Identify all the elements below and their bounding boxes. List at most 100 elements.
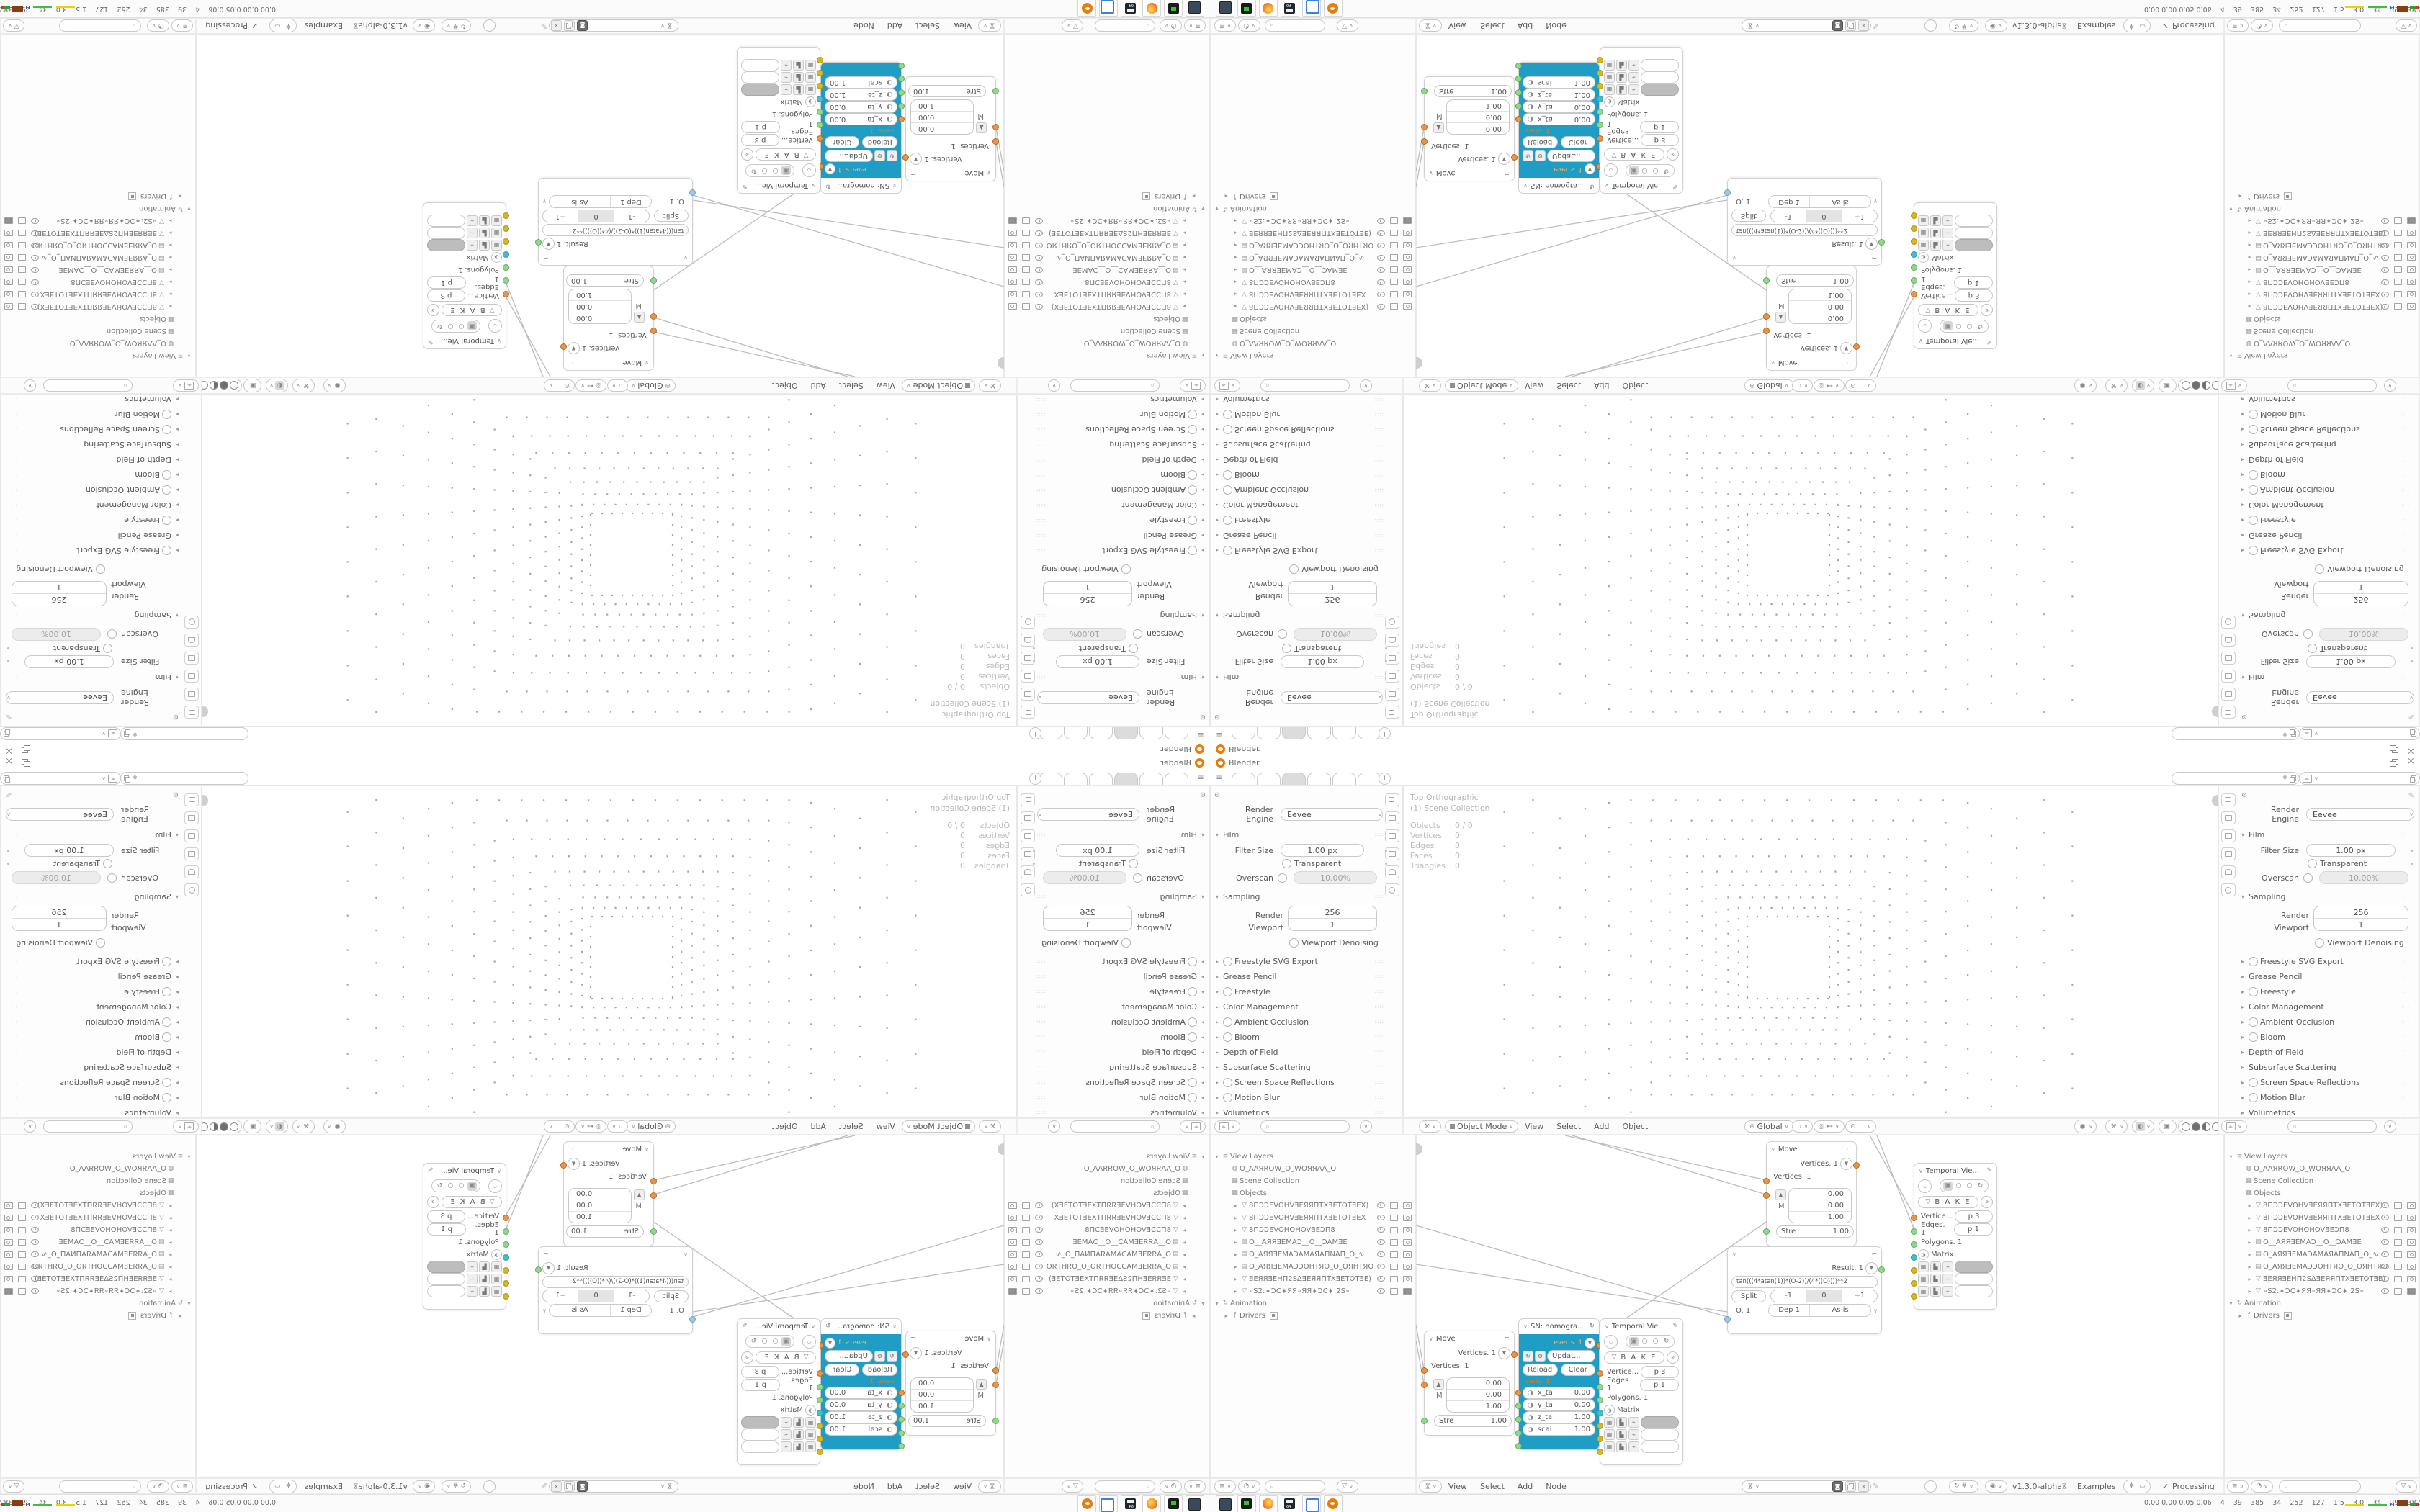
section-grease-pencil[interactable]: ▸ Grease Pencil:::: — [2241, 531, 2410, 541]
proportional-toggle[interactable]: ◉ ∨ — [1985, 19, 2007, 32]
outliner-row[interactable]: ▸ ▽ 8ΠƆƆEVOHVƎEЯЯΠTXƎETOTƎEX) — [3, 301, 193, 312]
close-button[interactable] — [4, 746, 13, 753]
render-visibility-toggle[interactable] — [1403, 279, 1412, 286]
viewport-visibility-toggle[interactable] — [1022, 279, 1030, 286]
socket-or[interactable] — [650, 1192, 657, 1199]
menu-add[interactable]: Add — [1594, 381, 1610, 390]
overlays-toggle[interactable]: ⚒ ∨ — [292, 1120, 315, 1133]
datablock-field-2[interactable]: ∨ — [2299, 772, 2420, 785]
socket-or[interactable] — [902, 154, 909, 161]
workspace-tab[interactable] — [1332, 773, 1356, 785]
hide-eye-toggle[interactable] — [1035, 1215, 1043, 1220]
processing-label[interactable]: Processing — [205, 1481, 248, 1491]
section-color-management[interactable]: ▸ Color Management:::: — [2241, 1002, 2410, 1012]
render-visibility-toggle[interactable] — [2407, 1226, 2416, 1233]
filter-funnel-dropdown[interactable]: ▽ ∨ — [1062, 19, 1083, 32]
mode-dropdown[interactable]: Object Mode ∨ — [1444, 1120, 1519, 1133]
socket-gr[interactable] — [503, 264, 509, 271]
render-visibility-toggle[interactable] — [1008, 1214, 1017, 1221]
datablock-field-2[interactable]: ∨ — [0, 727, 121, 740]
hide-eye-toggle[interactable] — [1377, 279, 1385, 285]
render-visibility-toggle[interactable] — [2407, 242, 2416, 249]
socket-or[interactable] — [1763, 313, 1770, 320]
section-bloom[interactable]: ▸ Bloom:::: — [10, 470, 179, 480]
render-visibility-toggle[interactable] — [1403, 242, 1412, 249]
viewport-visibility-toggle[interactable] — [1022, 303, 1030, 310]
outliner-row[interactable]: ▸ ▽ ƎEЯЯƎEHΠ2SΔƎEЯЯΠTXƎETOTƎE) — [3, 1273, 193, 1284]
filter-funnel-dropdown[interactable]: ▽ ∨ — [3, 19, 24, 32]
hamburger-menu-icon[interactable]: ≡ — [1196, 730, 1204, 740]
bake-button[interactable]: ▽ B A K E — [756, 148, 816, 161]
socket-or[interactable] — [650, 328, 657, 334]
viewport-visibility-toggle[interactable] — [1022, 230, 1030, 237]
tool-circle-1[interactable] — [483, 1480, 496, 1493]
outliner-row[interactable]: ▸ ▤ O_AЯЯƎEMAƆAMAЯAΠNAΠ_O_∿ — [3, 252, 193, 264]
pin-icon[interactable]: ✎ — [2408, 712, 2414, 721]
outliner-row[interactable]: ▸ ▽ ƎEЯЯƎEHΠ2SΔƎEЯЯΠTXƎETOTƎE) — [1007, 1273, 1207, 1284]
reload-button[interactable]: Reload — [862, 136, 897, 149]
outliner-row[interactable]: ▸ ▽ ∘S2:∗ƆC∗ЯЯ∘ЯЯ∗ƆC∗:2S∘ — [3, 1285, 193, 1297]
menu-object[interactable]: Object — [1622, 1122, 1649, 1131]
render-engine-dropdown[interactable]: Eevee ∨ — [6, 691, 114, 704]
proportional-toggle[interactable]: ◉ ∨ — [413, 1480, 435, 1493]
viewport-visibility-toggle[interactable] — [2394, 217, 2402, 225]
outliner-row[interactable]: ▦ Scene Collection — [2227, 325, 2417, 337]
outliner-row[interactable]: ▦ Objects — [2227, 1187, 2417, 1199]
socket-yl[interactable] — [817, 1449, 823, 1455]
hide-eye-toggle[interactable] — [31, 255, 39, 261]
socket-gr[interactable] — [535, 239, 542, 246]
section-subsurface-scattering[interactable]: ▸ Subsurface Scattering:::: — [1216, 1062, 1384, 1072]
tab-tool-icon[interactable] — [1385, 706, 1399, 719]
unlink-icon[interactable]: × — [551, 1480, 562, 1492]
examples-menu[interactable]: Examples — [2077, 21, 2116, 31]
viewport-3d[interactable]: Top Orthographic (1) Scene Collection Ob… — [202, 394, 1017, 727]
transparent-checkbox[interactable] — [2308, 858, 2317, 868]
filter-mode-dropdown[interactable]: ◔ ∨ — [146, 19, 169, 32]
section-freestyle[interactable]: ▸ Freestyle:::: — [1036, 986, 1204, 996]
render-preview-toggle[interactable]: ▣ — [2159, 379, 2177, 392]
snap-toggle[interactable]: ∪ ∨ — [1792, 1120, 1814, 1133]
outliner-row[interactable]: ▦ Scene Collection — [3, 1175, 193, 1187]
hide-eye-toggle[interactable] — [2381, 292, 2389, 297]
pin-icon[interactable]: ✎ — [6, 791, 12, 800]
render-visibility-toggle[interactable] — [4, 230, 13, 237]
outliner-row[interactable]: ▦ Objects — [1007, 1187, 1207, 1199]
copy-icon[interactable] — [2410, 731, 2416, 737]
outliner-row[interactable]: ▸ ▽ 8ΠƆƆEVOHVƎEЯЯΠTXƎETOTƎEX) — [1213, 301, 1413, 312]
sn-homogra-node[interactable]: ∨ SN: homogra.. ↻ everts. 1 ▼ ↻ ⚙ Updat... Reloa… — [817, 1318, 905, 1450]
outliner-row[interactable]: ▸ ▽ 8ΠƆƆEVOHOHOVƎEƆΠ8 — [1007, 1224, 1207, 1236]
blender-icon[interactable] — [1324, 1495, 1343, 1512]
menu-add[interactable]: Add — [810, 381, 826, 390]
fake-user-icon[interactable]: ◙ — [577, 1480, 588, 1492]
hide-eye-toggle[interactable] — [1377, 1215, 1385, 1220]
render-visibility-toggle[interactable] — [4, 1287, 13, 1295]
render-visibility-toggle[interactable] — [2407, 291, 2416, 298]
firefox-icon[interactable] — [1259, 0, 1278, 17]
viewport-visibility-toggle[interactable] — [2394, 1214, 2402, 1221]
outliner-row[interactable]: ▸ ▤ O_AЯЯƎEMAƆↃOHTЯO_O_OЯHTЯO — [2227, 240, 2417, 251]
tab-viewlayer-icon[interactable] — [1385, 847, 1399, 860]
outliner-row[interactable]: ◍ O_ΛΛЯROW_O_WOЯЯΛΛ_O — [3, 1163, 193, 1174]
viewport-visibility-toggle[interactable] — [18, 1226, 26, 1233]
examples-menu[interactable]: Examples — [304, 21, 343, 31]
menu-view[interactable]: View — [876, 381, 895, 390]
hide-eye-toggle[interactable] — [1035, 1202, 1043, 1208]
shading-material-icon[interactable] — [2202, 381, 2210, 390]
editor-type-dropdown[interactable]: ⋈ ∨ — [978, 1480, 1001, 1493]
workspace-tab[interactable] — [1089, 727, 1113, 739]
blender-icon[interactable] — [1324, 0, 1343, 17]
section-ambient-occlusion[interactable]: ▸ Ambient Occlusion:::: — [1036, 1017, 1204, 1027]
hide-eye-toggle[interactable] — [1377, 1276, 1385, 1282]
outliner-row[interactable]: ▸ ▽ 8ΠƆƆEVOHVƎEЯЯΠTXƎETOTƎEX) — [1007, 1200, 1207, 1211]
viewport-visibility-toggle[interactable] — [1390, 291, 1398, 298]
render-visibility-toggle[interactable] — [2407, 217, 2416, 225]
render-engine-dropdown[interactable]: Eevee ∨ — [1037, 691, 1139, 704]
viewport-visibility-toggle[interactable] — [2394, 1251, 2402, 1258]
new-tab-button[interactable]: + — [1029, 773, 1041, 785]
section-grease-pencil[interactable]: ▸ Grease Pencil:::: — [10, 971, 179, 981]
section-ambient-occlusion[interactable]: ▸ Ambient Occlusion:::: — [2241, 485, 2410, 495]
outliner-row[interactable]: ▸ ▽ ∘S2:∗ƆC∗ЯЯ∘ЯЯ∗ƆC∗:2S∘ — [1213, 215, 1413, 227]
snap-toggle[interactable]: ∪ ∨ — [606, 379, 628, 392]
display-mode-button[interactable]: ∨ — [2221, 1120, 2247, 1133]
outliner-row[interactable]: ▾ ↻ Animation — [139, 1299, 191, 1308]
